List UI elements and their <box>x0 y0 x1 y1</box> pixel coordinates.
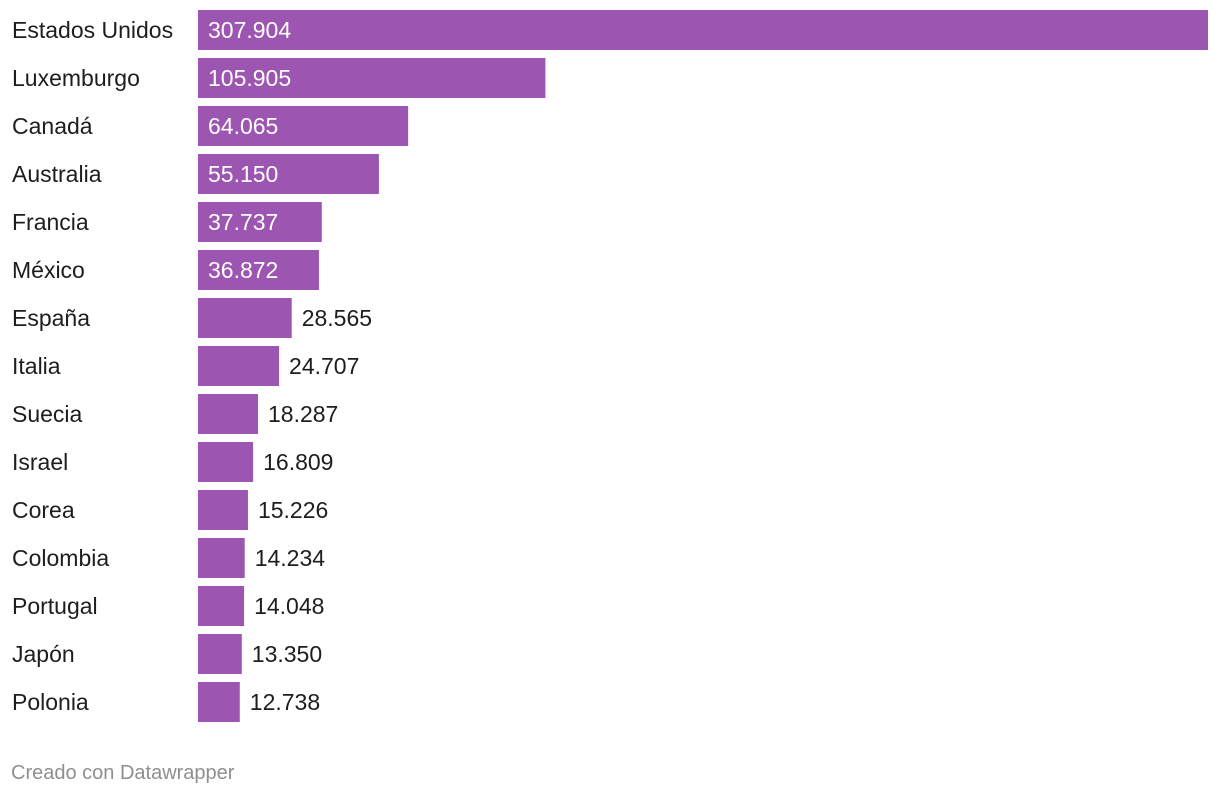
value-label: 24.707 <box>289 353 359 379</box>
bar <box>198 106 409 146</box>
bar-row: Colombia 14.234 <box>12 538 325 578</box>
bar-row: Luxemburgo 105.905 <box>12 58 546 98</box>
category-label: México <box>12 257 85 283</box>
category-label: Francia <box>12 209 89 235</box>
bar-row: Polonia 12.738 <box>12 682 320 722</box>
bar <box>198 154 379 194</box>
bar-row: Francia 37.737 <box>12 202 322 242</box>
category-label: Israel <box>12 449 68 475</box>
category-label: Colombia <box>12 545 109 571</box>
bar <box>198 346 280 386</box>
bar-row: Japón 13.350 <box>12 634 322 674</box>
bar-row: Corea 15.226 <box>12 490 328 530</box>
bar <box>198 538 245 578</box>
value-label: 12.738 <box>250 689 320 715</box>
value-label: 14.048 <box>254 593 324 619</box>
category-label: Suecia <box>12 401 83 427</box>
bar-row: Australia 55.150 <box>12 154 379 194</box>
category-label: Luxemburgo <box>12 65 140 91</box>
bar-row: Italia 24.707 <box>12 346 359 386</box>
bar <box>198 490 248 530</box>
bar <box>198 634 242 674</box>
value-label: 105.905 <box>208 65 291 91</box>
bar <box>198 442 254 482</box>
category-label: Australia <box>12 161 102 187</box>
value-label: 14.234 <box>255 545 326 571</box>
value-label: 307.904 <box>208 17 291 43</box>
bar-row: Canadá 64.065 <box>12 106 409 146</box>
bar-row: México 36.872 <box>12 250 319 290</box>
bar-row: Suecia 18.287 <box>12 394 338 434</box>
value-label: 36.872 <box>208 257 278 283</box>
bar <box>198 10 1208 50</box>
value-label: 15.226 <box>258 497 328 523</box>
bar <box>198 250 319 290</box>
bar <box>198 202 322 242</box>
category-label: Japón <box>12 641 75 667</box>
bar-row: Estados Unidos 307.904 <box>12 10 1208 50</box>
value-label: 13.350 <box>252 641 322 667</box>
category-label: Polonia <box>12 689 89 715</box>
bar-row: Israel 16.809 <box>12 442 333 482</box>
bar <box>198 394 258 434</box>
value-label: 18.287 <box>268 401 338 427</box>
bar-chart: Estados Unidos 307.904 Luxemburgo 105.905 Ca… <box>12 10 1208 722</box>
footer-credit: Creado con Datawrapper <box>11 762 235 784</box>
bar-row: España 28.565 <box>12 298 372 338</box>
category-label: España <box>12 305 90 331</box>
bar-row: Portugal 14.048 <box>12 586 324 626</box>
category-label: Italia <box>12 353 61 379</box>
value-label: 16.809 <box>263 449 333 475</box>
value-label: 64.065 <box>208 113 278 139</box>
bar <box>198 298 292 338</box>
category-label: Canadá <box>12 113 93 139</box>
bar <box>198 58 546 98</box>
bar <box>198 586 245 626</box>
bar <box>198 682 240 722</box>
value-label: 55.150 <box>208 161 278 187</box>
category-label: Portugal <box>12 593 98 619</box>
value-label: 28.565 <box>302 305 372 331</box>
value-label: 37.737 <box>208 209 278 235</box>
category-label: Corea <box>12 497 75 523</box>
category-label: Estados Unidos <box>12 17 173 43</box>
